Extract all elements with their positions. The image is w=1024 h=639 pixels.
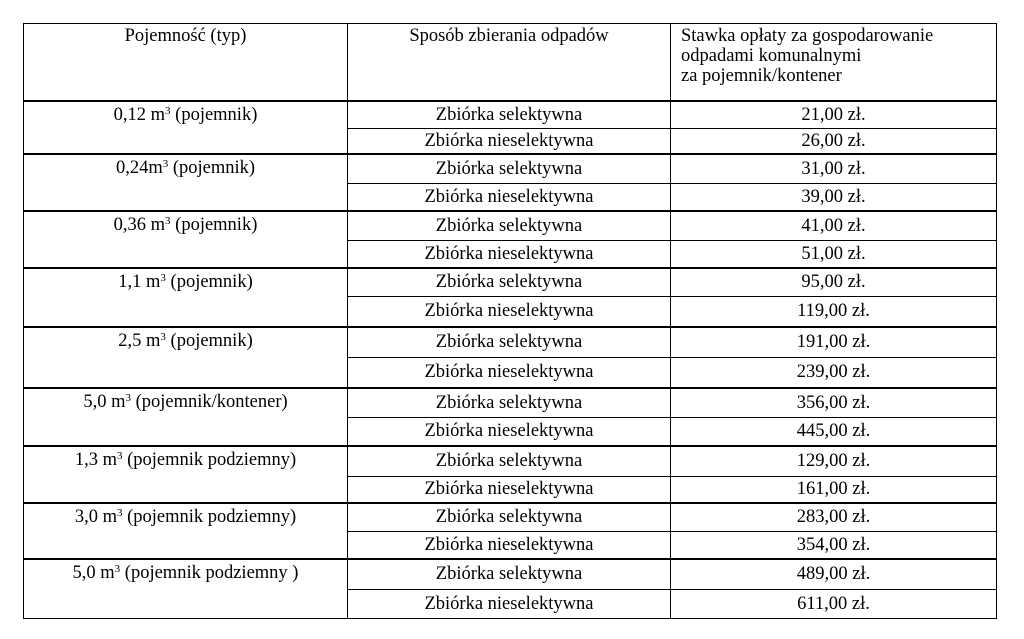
capacity-cell: 0,24m3 (pojemnik) [23,153,348,212]
table-row: Zbiórka nieselektywna 354,00 zł. [24,531,997,559]
capacity-type: (pojemnik/kontener) [130,392,288,412]
rate-cell: 119,00 zł. [670,296,997,327]
capacity-cell: 1,1 m3 (pojemnik) [23,267,348,328]
method-cell: Zbiórka nieselektywna [347,589,671,619]
rate-cell: 239,00 zł. [670,357,997,388]
table-row: Zbiórka nieselektywna 39,00 zł. [24,183,997,211]
rate-cell: 356,00 zł. [670,387,997,418]
header-capacity: Pojemność (typ) [23,23,348,102]
table-row: 1,1 m3 (pojemnik) Zbiórka selektywna 95,00… [23,267,997,328]
rate-cell: 26,00 zł. [670,128,997,154]
method-cell: Zbiórka nieselektywna [347,128,671,154]
capacity-unit-exponent: 3 [116,450,123,462]
table-row: 2,5 m3 (pojemnik) Zbiórka selektywna 191,0… [23,326,997,389]
capacity-unit-exponent: 3 [165,215,171,227]
table-row: 3,0 m3 (pojemnik podziemny) Zbiórka selek… [23,502,997,560]
header-rate-line: Stawka opłaty za gospodarowanie [681,26,934,46]
header-row: Pojemność (typ) Sposób zbierania odpadów… [23,23,997,102]
table-row: 0,36 m3 (pojemnik) Zbiórka selektywna 41,0… [23,210,997,269]
table-row: 0,12 m3 (pojemnik) Zbiórka selektywna 21,0… [23,100,997,155]
method-cell: Zbiórka selektywna [347,267,671,297]
header-rate-line: odpadami komunalnymi [681,46,862,66]
capacity-type: (pojemnik podziemny) [122,507,297,527]
capacity-volume: 3,0 m [74,507,117,527]
capacity-cell: 1,3 m3 (pojemnik podziemny) [23,445,348,504]
table-row: Zbiórka nieselektywna 26,00 zł. [24,128,997,154]
rate-cell: 95,00 zł. [670,267,997,297]
capacity-unit-exponent: 3 [160,331,166,343]
rate-cell: 354,00 zł. [670,531,997,559]
capacity-volume: 5,0 m [83,392,126,412]
table-row: 5,0 m3 (pojemnik/kontener) Zbiórka selekt… [23,387,997,447]
table-row: 1,3 m3 (pojemnik podziemny) Zbiórka selek… [23,445,997,504]
table-row: 5,0 m3 (pojemnik podziemny ) Zbiórka sele… [23,558,997,619]
rate-cell: 283,00 zł. [670,502,997,532]
table-row: Zbiórka nieselektywna 161,00 zł. [24,476,997,503]
capacity-unit-exponent: 3 [125,392,131,404]
method-cell: Zbiórka nieselektywna [347,357,671,388]
method-cell: Zbiórka selektywna [347,445,671,477]
capacity-cell: 3,0 m3 (pojemnik podziemny) [23,502,348,560]
method-cell: Zbiórka nieselektywna [347,417,671,446]
rate-cell: 41,00 zł. [670,210,997,241]
capacity-unit-exponent: 3 [165,105,171,117]
table-row: Zbiórka nieselektywna 119,00 zł. [24,296,997,327]
table-row: Zbiórka nieselektywna 51,00 zł. [24,240,997,268]
rate-cell: 39,00 zł. [670,183,997,211]
method-cell: Zbiórka nieselektywna [347,476,671,503]
fee-table: Pojemność (typ) Sposób zbierania odpadów… [23,23,997,619]
capacity-volume: 0,24m [115,158,163,178]
fee-table-body: 0,12 m3 (pojemnik) Zbiórka selektywna 21,0… [23,100,997,619]
method-cell: Zbiórka selektywna [347,326,671,358]
rate-cell: 129,00 zł. [670,445,997,477]
capacity-volume: 5,0 m [72,563,115,583]
method-cell: Zbiórka selektywna [347,387,671,418]
method-cell: Zbiórka selektywna [347,100,671,129]
capacity-unit-exponent: 3 [162,158,169,170]
capacity-cell: 0,36 m3 (pojemnik) [23,210,348,269]
method-cell: Zbiórka nieselektywna [347,240,671,268]
capacity-type: (pojemnik) [165,331,253,351]
capacity-type: (pojemnik) [170,215,258,235]
method-cell: Zbiórka selektywna [347,558,671,590]
capacity-cell: 5,0 m3 (pojemnik podziemny ) [23,558,348,619]
method-cell: Zbiórka nieselektywna [347,183,671,211]
capacity-unit-exponent: 3 [160,272,166,284]
table-row: Zbiórka nieselektywna 445,00 zł. [24,417,997,446]
table-row: 0,24m3 (pojemnik) Zbiórka selektywna 31,00… [23,153,997,212]
capacity-volume: 0,12 m [113,105,166,125]
capacity-cell: 0,12 m3 (pojemnik) [23,100,348,155]
rate-cell: 611,00 zł. [670,589,997,619]
method-cell: Zbiórka selektywna [347,502,671,532]
method-cell: Zbiórka nieselektywna [347,531,671,559]
rate-cell: 489,00 zł. [670,558,997,590]
header-method: Sposób zbierania odpadów [347,23,671,102]
capacity-cell: 2,5 m3 (pojemnik) [23,326,348,389]
rate-cell: 161,00 zł. [670,476,997,503]
method-cell: Zbiórka selektywna [347,153,671,184]
capacity-type: (pojemnik podziemny ) [120,563,299,583]
table-row: Zbiórka nieselektywna 239,00 zł. [24,357,997,388]
capacity-volume: 1,3 m [74,450,117,470]
capacity-type: (pojemnik podziemny) [122,450,297,470]
capacity-unit-exponent: 3 [116,507,123,519]
capacity-volume: 1,1 m [118,272,161,292]
rate-cell: 31,00 zł. [670,153,997,184]
rate-cell: 51,00 zł. [670,240,997,268]
header-rate-line: za pojemnik/kontener [681,66,842,86]
method-cell: Zbiórka selektywna [347,210,671,241]
header-rate: Stawka opłaty za gospodarowanie odpadami… [670,23,997,102]
method-cell: Zbiórka nieselektywna [347,296,671,327]
capacity-volume: 2,5 m [118,331,161,351]
capacity-type: (pojemnik) [165,272,253,292]
capacity-cell: 5,0 m3 (pojemnik/kontener) [23,387,348,447]
capacity-volume: 0,36 m [113,215,166,235]
table-row: Zbiórka nieselektywna 611,00 zł. [24,589,997,619]
capacity-type: (pojemnik) [168,158,256,178]
rate-cell: 191,00 zł. [670,326,997,358]
rate-cell: 21,00 zł. [670,100,997,129]
capacity-unit-exponent: 3 [114,563,121,575]
capacity-type: (pojemnik) [170,105,258,125]
rate-cell: 445,00 zł. [670,417,997,446]
